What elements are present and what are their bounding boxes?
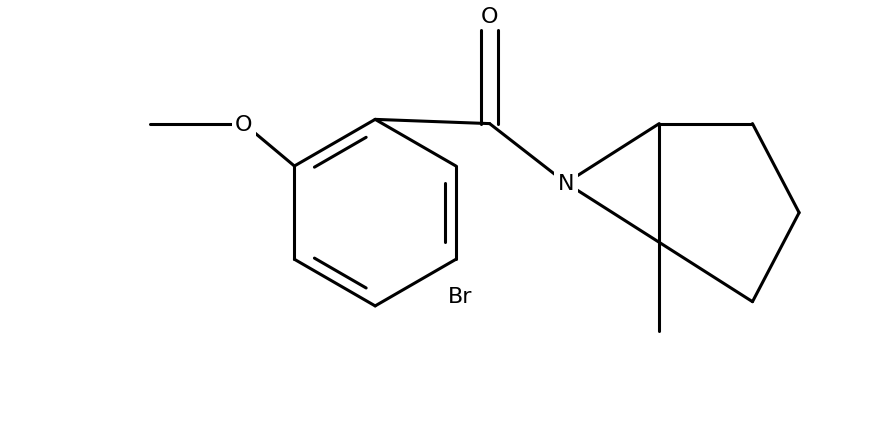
Text: O: O — [235, 114, 253, 134]
Text: Br: Br — [448, 287, 472, 307]
Text: O: O — [481, 7, 499, 27]
Text: N: N — [557, 173, 574, 193]
